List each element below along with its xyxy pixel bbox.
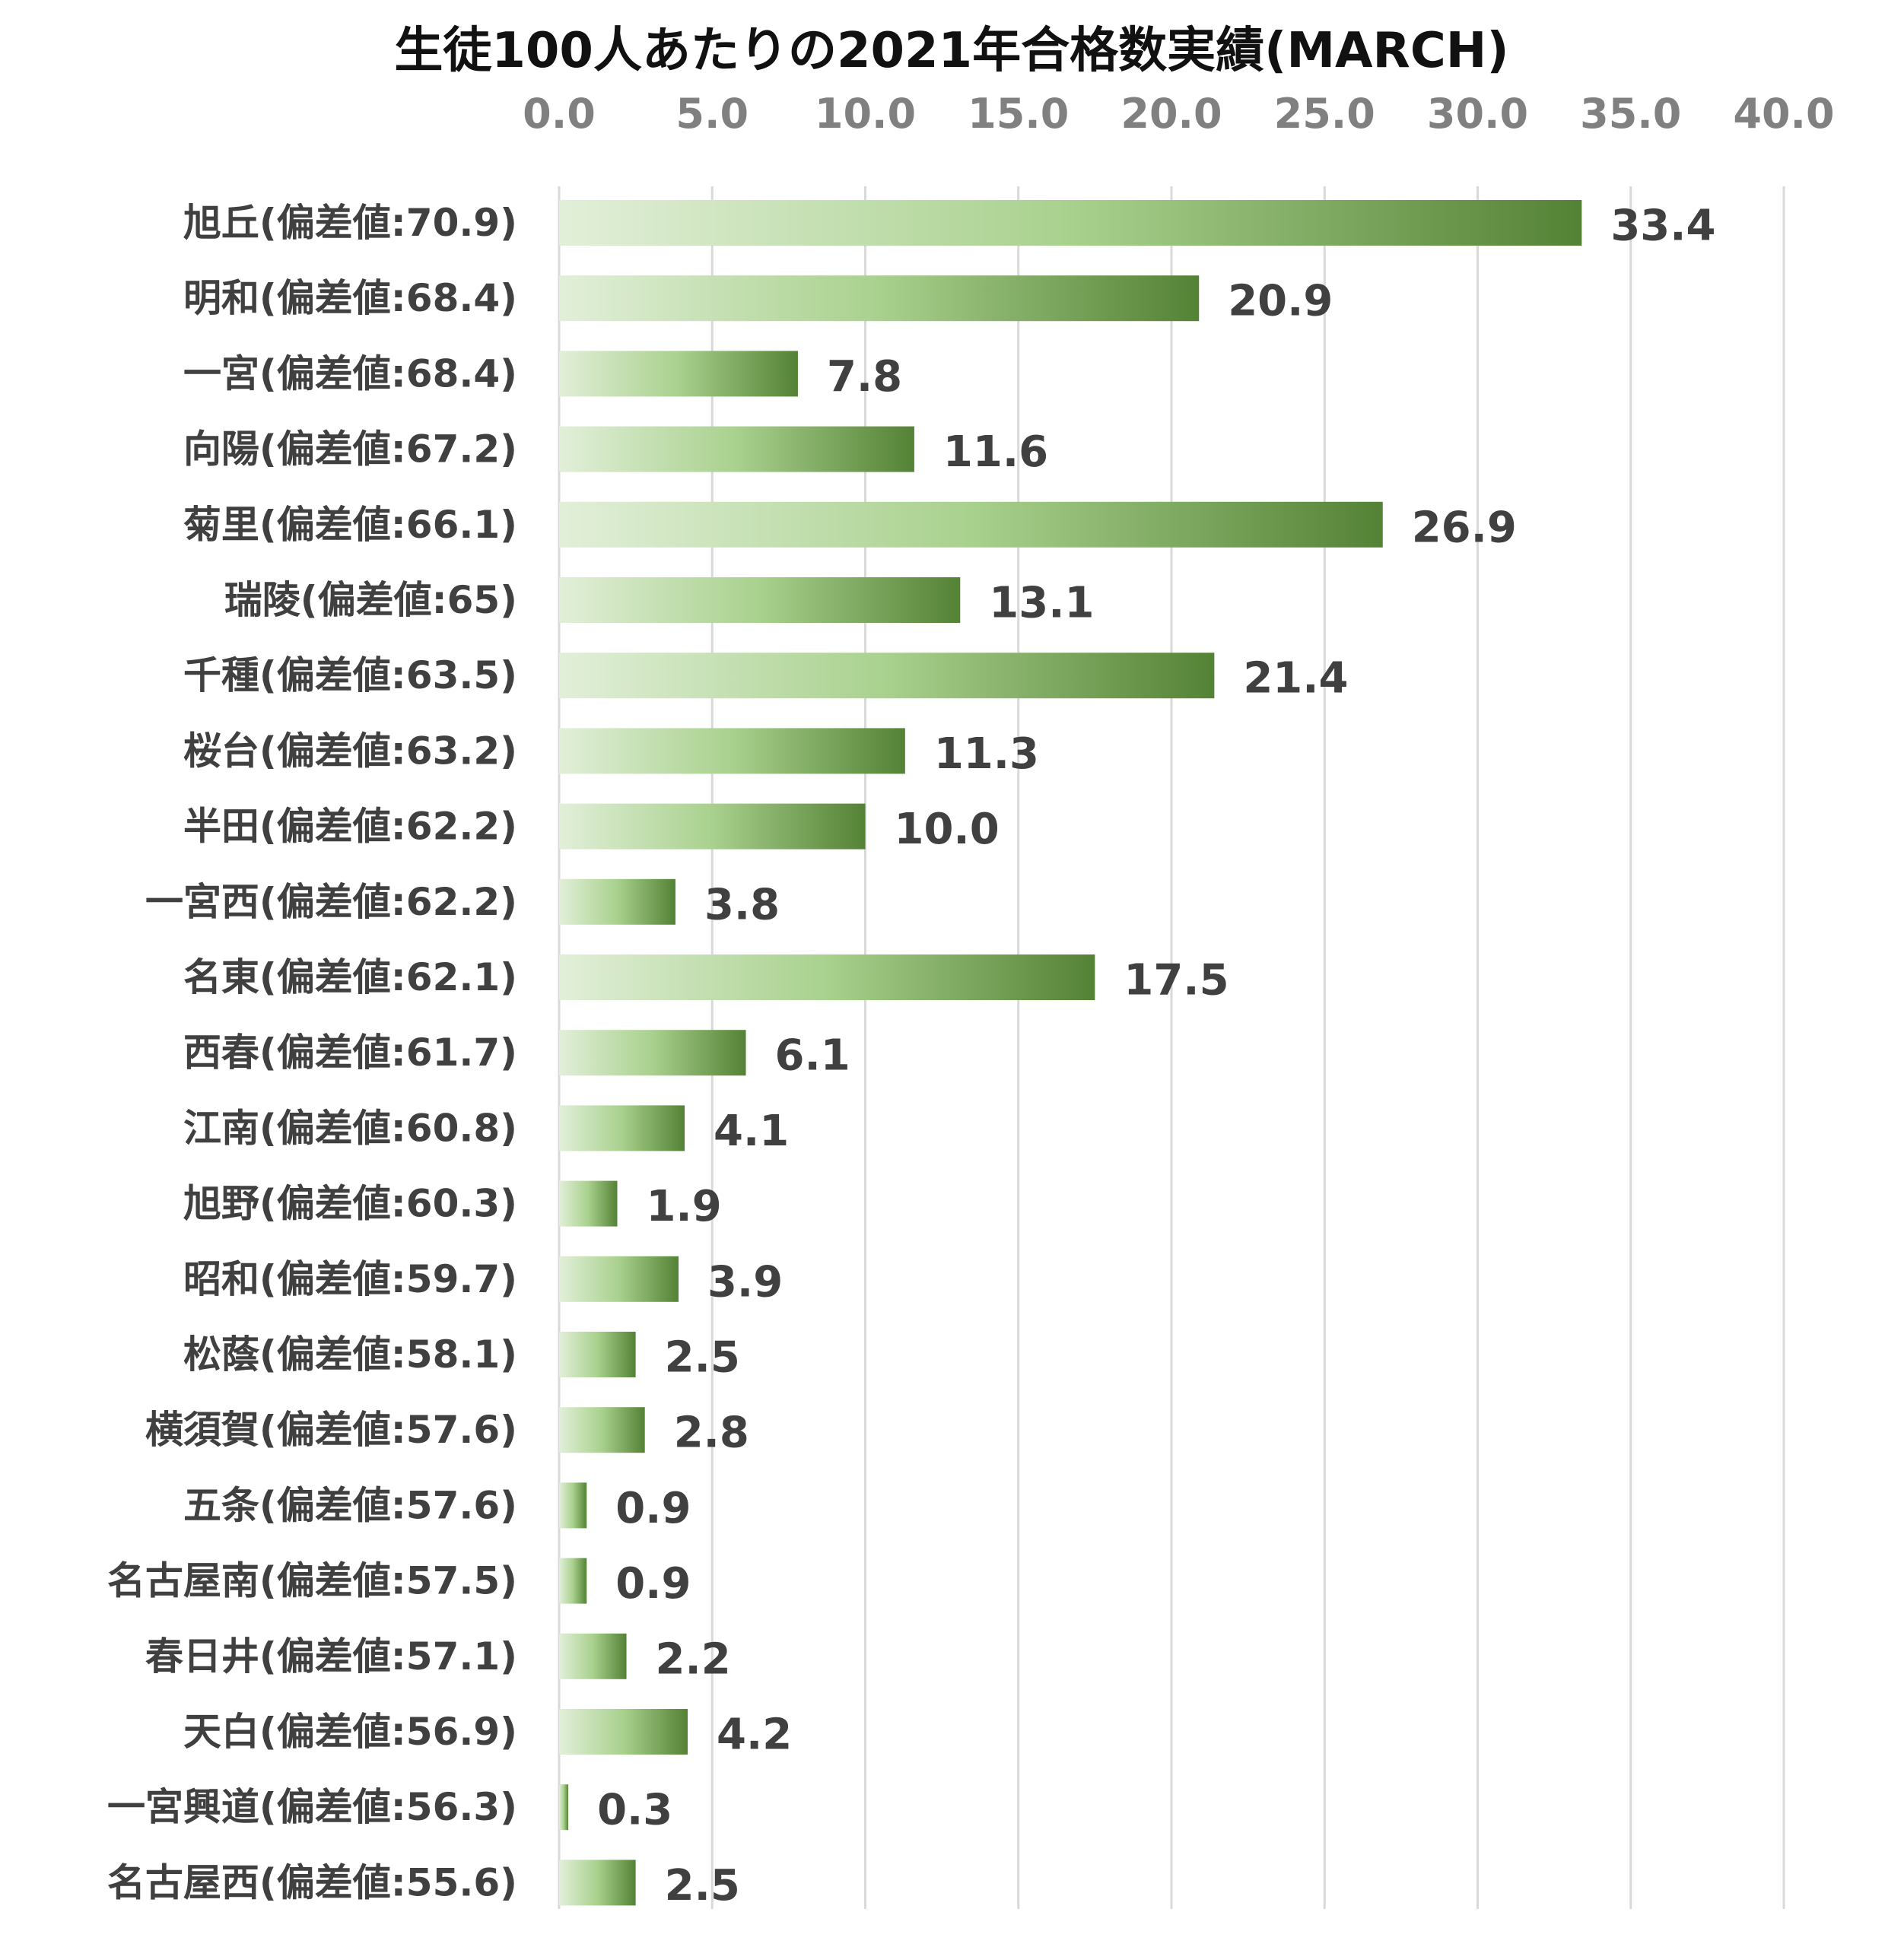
bar	[559, 1407, 645, 1453]
y-axis-labels: 旭丘(偏差値:70.9) 明和(偏差値:68.4) 一宮(偏差値:68.4) 向陽(偏…	[107, 201, 517, 1904]
bar	[559, 1030, 746, 1076]
x-tick-label: 30.0	[1427, 90, 1528, 138]
bar	[559, 1180, 618, 1227]
bar	[559, 954, 1095, 1000]
bar	[559, 200, 1582, 246]
data-label: 2.5	[665, 1333, 740, 1383]
data-label: 10.0	[895, 805, 1000, 854]
bar	[559, 426, 914, 472]
x-tick-label: 15.0	[968, 90, 1069, 138]
category-label: 名古屋西(偏差値:55.6)	[107, 1860, 517, 1904]
data-label: 11.3	[934, 729, 1039, 779]
category-label: 昭和(偏差値:59.7)	[183, 1257, 517, 1301]
data-label: 6.1	[775, 1031, 850, 1081]
data-label: 17.5	[1124, 956, 1229, 1005]
data-label: 20.9	[1228, 277, 1333, 326]
bar	[559, 878, 675, 925]
category-label: 旭野(偏差値:60.3)	[183, 1182, 517, 1226]
bar	[559, 1256, 679, 1302]
bar	[559, 803, 866, 850]
bar	[559, 1709, 688, 1755]
bar	[559, 577, 961, 623]
x-tick-label: 10.0	[815, 90, 916, 138]
chart-title: 生徒100人あたりの2021年合格数実績(MARCH)	[394, 23, 1508, 79]
gridlines	[558, 186, 1785, 1909]
data-label: 0.9	[615, 1484, 691, 1533]
data-label: 4.2	[717, 1710, 792, 1760]
x-tick-label: 35.0	[1580, 90, 1681, 138]
data-label: 1.9	[646, 1182, 721, 1231]
category-label: 向陽(偏差値:67.2)	[183, 427, 517, 472]
data-labels: 33.4 20.9 7.8 11.6 26.9 13.1 21.4 11.3 10.0 3.8 17…	[597, 202, 1715, 1910]
data-label: 0.3	[597, 1786, 672, 1835]
bar	[559, 1633, 627, 1679]
bar	[559, 501, 1383, 548]
x-tick-label: 40.0	[1733, 90, 1834, 138]
bar	[559, 1558, 587, 1604]
category-label: 一宮西(偏差値:62.2)	[145, 880, 517, 924]
category-label: 名東(偏差値:62.1)	[183, 955, 517, 999]
bar	[559, 351, 798, 397]
category-label: 松蔭(偏差値:58.1)	[183, 1332, 517, 1377]
bars	[559, 200, 1582, 1906]
category-label: 天白(偏差値:56.9)	[183, 1710, 517, 1754]
category-label: 横須賀(偏差値:57.6)	[145, 1408, 517, 1452]
data-label: 2.5	[665, 1861, 740, 1910]
bar	[559, 275, 1200, 322]
category-label: 千種(偏差値:63.5)	[183, 653, 517, 697]
category-label: 一宮興道(偏差値:56.3)	[107, 1785, 517, 1829]
category-label: 瑞陵(偏差値:65)	[224, 578, 517, 622]
data-label: 2.8	[674, 1409, 749, 1458]
data-label: 11.6	[943, 427, 1048, 477]
x-tick-label: 20.0	[1120, 90, 1222, 138]
data-label: 13.1	[989, 579, 1094, 628]
category-label: 春日井(偏差値:57.1)	[145, 1634, 517, 1679]
bar	[559, 1105, 685, 1151]
bar	[559, 1784, 569, 1831]
x-axis-ticks: 0.0 5.0 10.0 15.0 20.0 25.0 30.0 35.0 40.0	[523, 90, 1834, 138]
x-tick-label: 25.0	[1274, 90, 1375, 138]
x-tick-label: 0.0	[523, 90, 596, 138]
data-label: 3.9	[707, 1257, 783, 1307]
category-label: 桜台(偏差値:63.2)	[183, 729, 517, 773]
bar	[559, 653, 1215, 699]
bar	[559, 1482, 587, 1529]
category-label: 菊里(偏差値:66.1)	[183, 503, 517, 547]
data-label: 2.2	[656, 1634, 731, 1684]
bar	[559, 1860, 636, 1906]
category-label: 西春(偏差値:61.7)	[183, 1031, 517, 1075]
category-label: 江南(偏差値:60.8)	[183, 1106, 517, 1150]
bar	[559, 1332, 636, 1377]
category-label: 名古屋南(偏差値:57.5)	[107, 1559, 517, 1603]
category-label: 旭丘(偏差値:70.9)	[183, 201, 517, 245]
bar	[559, 728, 905, 774]
category-label: 半田(偏差値:62.2)	[183, 805, 517, 849]
category-label: 一宮(偏差値:68.4)	[183, 351, 517, 395]
data-label: 4.1	[714, 1107, 789, 1156]
category-label: 五条(偏差値:57.6)	[183, 1483, 517, 1527]
data-label: 21.4	[1243, 654, 1348, 704]
data-label: 3.8	[704, 880, 780, 929]
x-tick-label: 5.0	[675, 90, 749, 138]
category-label: 明和(偏差値:68.4)	[183, 276, 517, 320]
data-label: 7.8	[827, 352, 902, 402]
data-label: 33.4	[1610, 202, 1715, 251]
data-label: 0.9	[615, 1559, 691, 1609]
data-label: 26.9	[1412, 503, 1517, 552]
